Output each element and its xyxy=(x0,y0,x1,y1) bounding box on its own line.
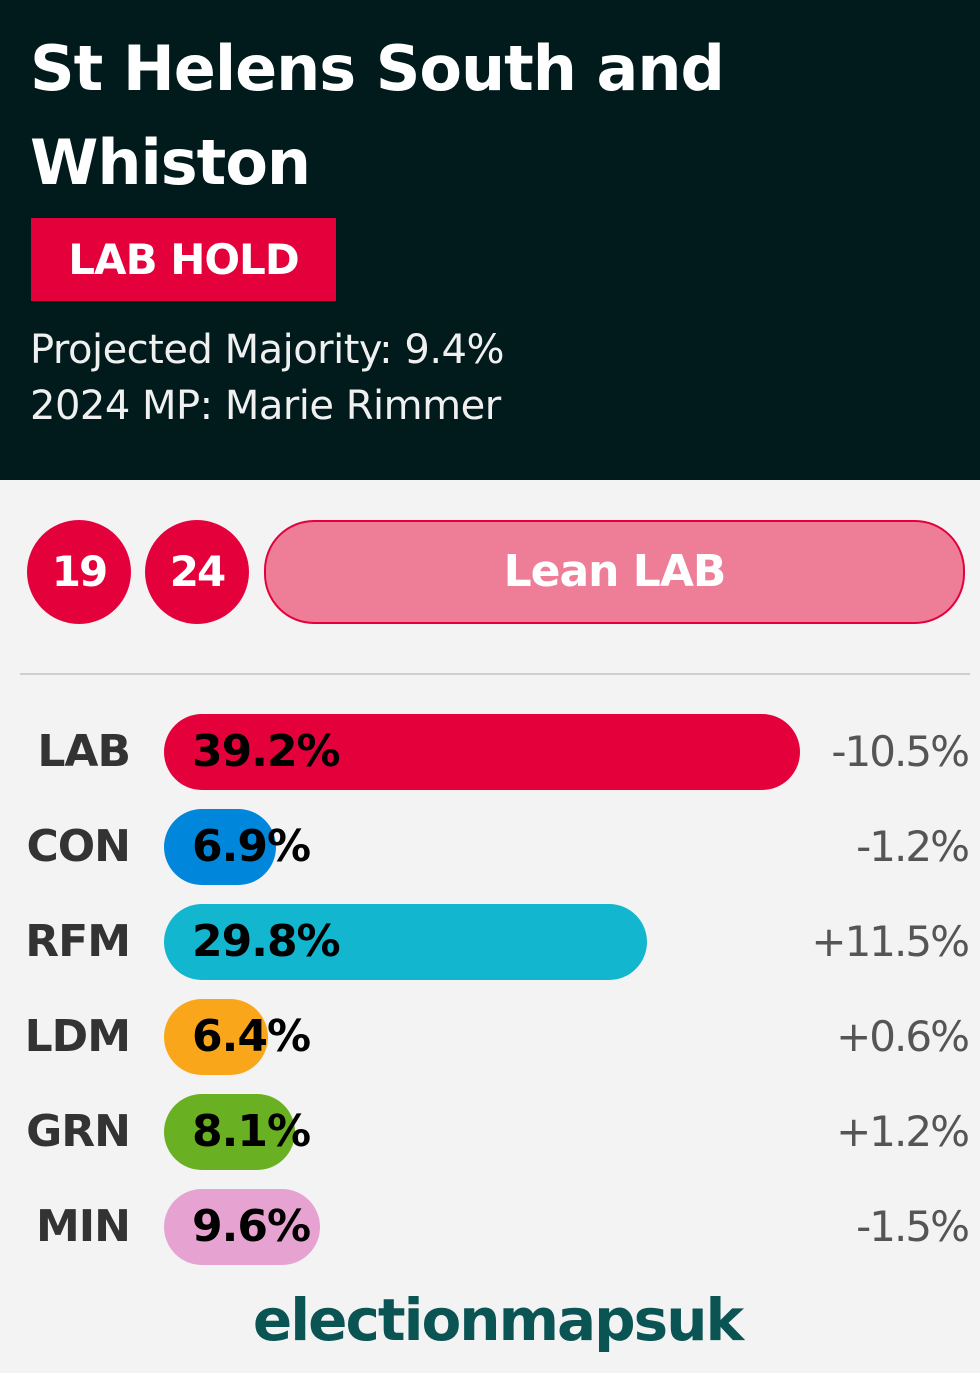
vote-share-bar xyxy=(164,714,800,790)
result-badge: LAB HOLD xyxy=(31,218,336,301)
vote-share-value: 6.9% xyxy=(192,821,311,872)
vote-share-bar xyxy=(164,999,268,1075)
vote-share-bar xyxy=(164,1189,320,1265)
vote-share-change: -1.5% xyxy=(856,1202,970,1251)
party-row: LAB 39.2% -10.5% xyxy=(0,712,980,792)
party-row: RFM 29.8% +11.5% xyxy=(0,902,980,982)
party-row: MIN 9.6% -1.5% xyxy=(0,1187,980,1267)
vote-share-bar xyxy=(164,809,276,885)
incumbent-mp: 2024 MP: Marie Rimmer xyxy=(30,383,501,429)
projected-majority: Projected Majority: 9.4% xyxy=(30,327,505,373)
seat-rating-pill: Lean LAB xyxy=(264,520,965,624)
vote-share-change: +0.6% xyxy=(836,1012,970,1061)
brand-wordmark: electionmapsuk xyxy=(252,1286,744,1354)
year-2024-circle: 24 xyxy=(145,520,249,624)
bar-track: 6.4% xyxy=(164,997,804,1077)
vote-share-bar xyxy=(164,904,648,980)
vote-share-change: -1.2% xyxy=(856,822,970,871)
section-divider xyxy=(20,673,970,675)
party-row: CON 6.9% -1.2% xyxy=(0,807,980,887)
party-code-label: RFM xyxy=(25,916,131,967)
party-code-label: CON xyxy=(26,821,131,872)
constituency-header: St Helens South and Whiston LAB HOLD Pro… xyxy=(0,0,980,480)
vote-share-change: +1.2% xyxy=(836,1107,970,1156)
bar-track: 29.8% xyxy=(164,902,804,982)
constituency-title: St Helens South and Whiston xyxy=(30,32,725,199)
vote-share-value: 9.6% xyxy=(192,1201,311,1252)
party-code-label: LDM xyxy=(24,1011,131,1062)
vote-share-value: 6.4% xyxy=(192,1011,311,1062)
party-row: GRN 8.1% +1.2% xyxy=(0,1092,980,1172)
bar-track: 8.1% xyxy=(164,1092,804,1172)
vote-share-value: 29.8% xyxy=(192,916,341,967)
vote-share-change: -10.5% xyxy=(831,727,970,776)
bar-track: 6.9% xyxy=(164,807,804,887)
party-code-label: MIN xyxy=(36,1201,131,1252)
vote-share-value: 8.1% xyxy=(192,1106,311,1157)
vote-share-value: 39.2% xyxy=(192,726,341,777)
vote-share-change: +11.5% xyxy=(811,917,970,966)
party-row: LDM 6.4% +0.6% xyxy=(0,997,980,1077)
bar-track: 39.2% xyxy=(164,712,804,792)
bar-track: 9.6% xyxy=(164,1187,804,1267)
vote-share-bar xyxy=(164,1094,296,1170)
year-2019-circle: 19 xyxy=(27,520,131,624)
party-code-label: LAB xyxy=(37,726,131,777)
party-code-label: GRN xyxy=(26,1106,131,1157)
